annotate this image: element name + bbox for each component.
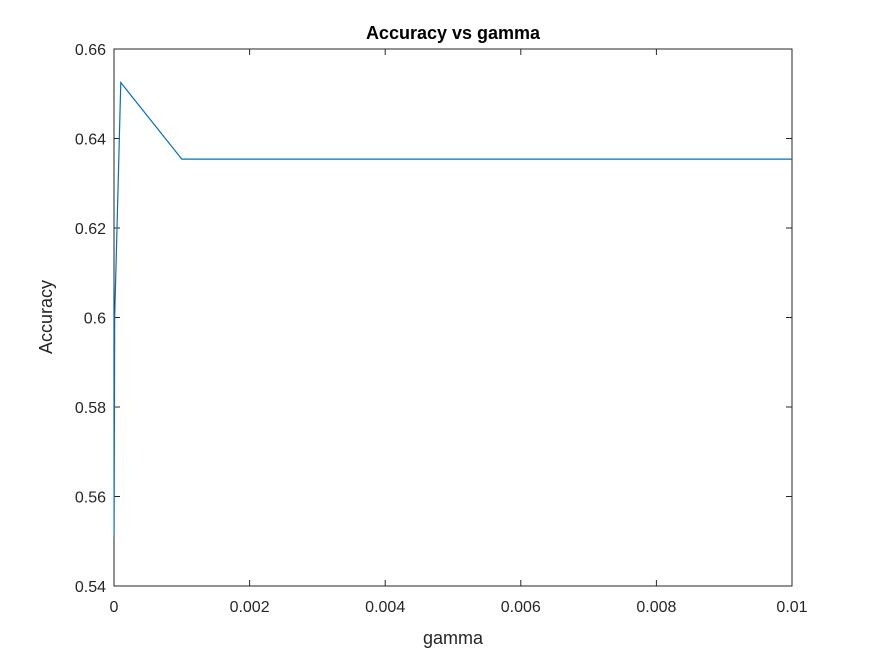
axes: 0 0.002 0.004 0.006 0.008 0.01 0.54 0.56 0.58 0.6… bbox=[75, 42, 808, 616]
y-tick-label: 0.58 bbox=[75, 400, 106, 417]
x-tick-label: 0.006 bbox=[501, 599, 541, 616]
y-tick-label: 0.66 bbox=[75, 42, 106, 59]
y-tick-label: 0.62 bbox=[75, 221, 106, 238]
x-tick-label: 0 bbox=[110, 599, 119, 616]
x-tick-label: 0.008 bbox=[636, 599, 676, 616]
y-axis-label: Accuracy bbox=[36, 280, 56, 354]
chart-title: Accuracy vs gamma bbox=[366, 23, 541, 43]
y-tick-label: 0.64 bbox=[75, 132, 106, 149]
x-axis-label: gamma bbox=[423, 628, 484, 648]
x-tick-label: 0.002 bbox=[230, 599, 270, 616]
x-tick-label: 0.01 bbox=[776, 599, 807, 616]
y-tick-label: 0.56 bbox=[75, 490, 106, 507]
series-line-1 bbox=[113, 80, 792, 537]
x-tick-label: 0.004 bbox=[365, 599, 405, 616]
y-tick-label: 0.54 bbox=[75, 579, 106, 596]
y-tick-label: 0.6 bbox=[84, 311, 106, 328]
